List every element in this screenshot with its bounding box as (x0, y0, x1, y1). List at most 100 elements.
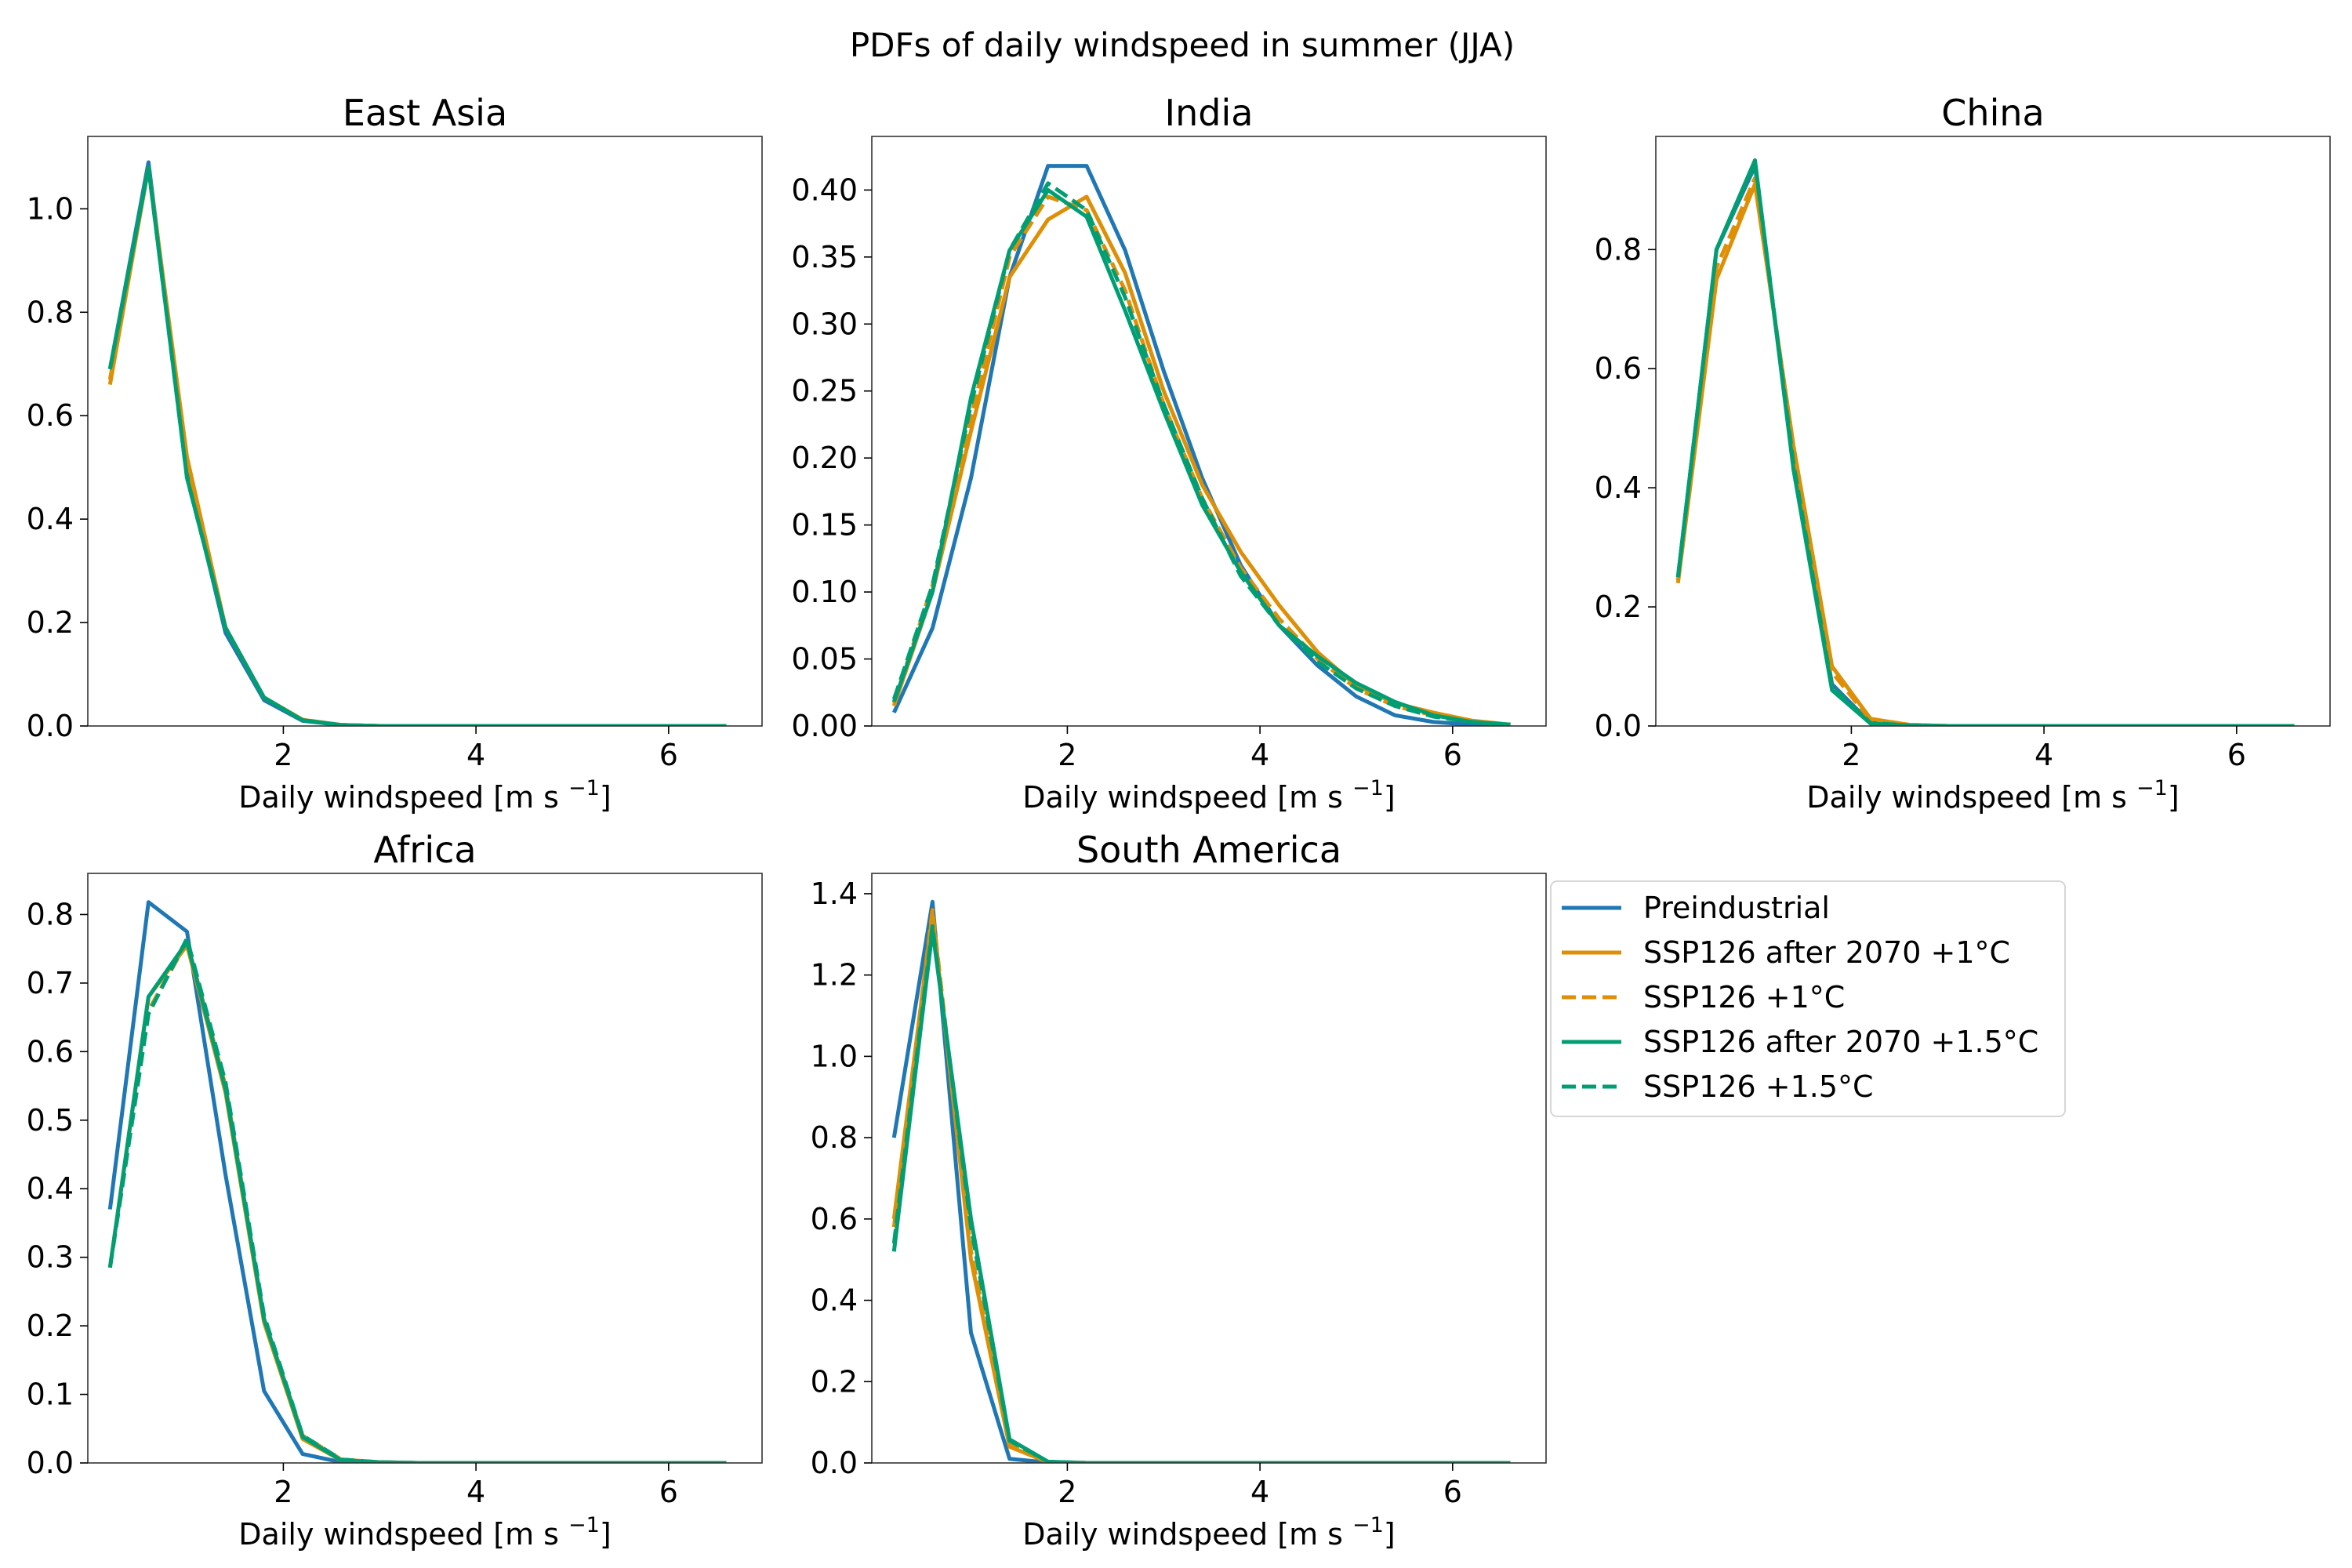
x-tick-label: 4 (466, 738, 485, 772)
y-tick-label: 1.0 (27, 191, 74, 226)
legend-entry: Preindustrial (1562, 891, 1830, 925)
y-tick-label: 0.7 (27, 966, 74, 1000)
series-line-ssp126-1-5-c (891, 181, 1511, 726)
y-tick-label: 0.15 (791, 508, 858, 543)
y-tick-label: 1.4 (811, 877, 858, 911)
y-tick-label: 0.8 (27, 897, 74, 931)
x-tick-label: 2 (1058, 738, 1076, 772)
y-tick-label: 0.25 (791, 374, 858, 408)
y-tick-label: 0.10 (791, 575, 858, 609)
series-group (107, 900, 727, 1463)
series-line-ssp126-1-5-c (107, 936, 727, 1463)
axes-frame (871, 873, 1547, 1464)
y-tick-label: 0.40 (791, 172, 858, 207)
panel-east-asia: East Asia 2 4 6 0.0 0.2 0.4 0.6 0.8 1.0 Daily wind… (27, 92, 763, 815)
x-tick-label: 2 (1058, 1475, 1076, 1509)
y-tick-label: 0.05 (791, 642, 858, 677)
legend-entry: SSP126 +1°C (1562, 980, 1845, 1014)
series-group (891, 899, 1511, 1463)
series-line-ssp126-after-2070-1-5-c (107, 939, 727, 1463)
legend-entry: SSP126 after 2070 +1°C (1562, 935, 2010, 970)
y-tick-label: 0.6 (1595, 351, 1642, 386)
x-tick-label: 4 (466, 1475, 485, 1509)
series-group (891, 164, 1511, 726)
legend-label: SSP126 +1.5°C (1643, 1069, 1874, 1104)
x-axis-label: Daily windspeed [m s −1] (1022, 1513, 1395, 1552)
y-tick-label: 0.4 (27, 1171, 74, 1206)
legend-label: Preindustrial (1643, 891, 1830, 925)
legend-entry: SSP126 +1.5°C (1562, 1069, 1874, 1104)
y-tick-label: 0.6 (811, 1202, 858, 1236)
series-line-preindustrial (107, 900, 727, 1463)
y-tick-label: 0.8 (1595, 232, 1642, 267)
y-tick-label: 0.35 (791, 240, 858, 274)
series-group (1675, 158, 2295, 726)
legend-label: SSP126 after 2070 +1.5°C (1643, 1025, 2038, 1059)
y-tick-label: 0.20 (791, 441, 858, 475)
y-tick-label: 0.6 (27, 1034, 74, 1069)
x-tick-label: 2 (1842, 738, 1860, 772)
x-tick-label: 6 (1443, 1475, 1462, 1509)
x-axis-label: Daily windspeed [m s −1] (238, 776, 611, 815)
y-tick-label: 0.5 (27, 1103, 74, 1138)
y-tick-label: 0.6 (27, 398, 74, 433)
panel-title: China (1941, 92, 2044, 134)
x-tick-label: 4 (2034, 738, 2053, 772)
series-line-preindustrial (891, 899, 1511, 1463)
legend-frame (1550, 880, 2066, 1117)
series-line-ssp126-1-5-c (891, 924, 1511, 1463)
y-tick-label: 1.0 (811, 1039, 858, 1073)
x-axis-label: Daily windspeed [m s −1] (1806, 776, 2179, 815)
y-tick-label: 1.2 (811, 958, 858, 993)
y-tick-label: 0.4 (811, 1283, 858, 1318)
x-tick-label: 4 (1250, 1475, 1269, 1509)
x-tick-label: 6 (2227, 738, 2246, 772)
axes-frame (871, 136, 1547, 727)
x-tick-label: 6 (659, 1475, 678, 1509)
series-line-preindustrial (892, 164, 1511, 726)
legend-label: SSP126 +1°C (1643, 980, 1845, 1014)
axes-frame (1655, 136, 2331, 727)
y-tick-label: 0.00 (791, 709, 858, 743)
y-tick-label: 0.2 (27, 1308, 74, 1343)
panel-china: China 2 4 6 0.0 0.2 0.4 0.6 0.8 Daily windspeed [… (1595, 92, 2331, 815)
y-tick-label: 0.2 (27, 605, 74, 640)
legend-label: SSP126 after 2070 +1°C (1643, 935, 2010, 970)
series-line-ssp126-1-5-c (107, 165, 727, 726)
y-tick-label: 0.2 (811, 1364, 858, 1399)
axes-frame (87, 873, 763, 1464)
panel-title: South America (1076, 829, 1341, 871)
x-tick-label: 6 (659, 738, 678, 772)
x-tick-label: 6 (1443, 738, 1462, 772)
y-tick-label: 0.3 (27, 1240, 74, 1275)
y-tick-label: 0.30 (791, 307, 858, 341)
y-tick-label: 0.1 (27, 1377, 74, 1412)
x-tick-label: 2 (274, 738, 292, 772)
y-tick-label: 0.4 (27, 502, 74, 536)
y-tick-label: 0.2 (1595, 590, 1642, 624)
x-tick-label: 4 (1250, 738, 1269, 772)
panels: East Asia 2 4 6 0.0 0.2 0.4 0.6 0.8 1.0 Daily wind… (27, 92, 2331, 1552)
panel-title: India (1165, 92, 1254, 134)
x-axis-label: Daily windspeed [m s −1] (1022, 776, 1395, 815)
x-tick-label: 2 (274, 1475, 292, 1509)
figure-title: PDFs of daily windspeed in summer (JJA) (850, 26, 1515, 64)
y-tick-label: 0.0 (1595, 709, 1642, 743)
panel-title: Africa (373, 829, 476, 871)
panel-india: India 2 4 6 0.00 0.05 0.10 0.15 0.20 0.25 0.30 0.35… (791, 92, 1547, 815)
series-group (107, 160, 727, 726)
x-axis-label: Daily windspeed [m s −1] (238, 1513, 611, 1552)
legend-entry: SSP126 after 2070 +1.5°C (1562, 1025, 2038, 1059)
panel-africa: Africa 2 4 6 0.0 0.1 0.2 0.3 0.4 0.5 0.6 0.7 0.8 Dail… (27, 829, 763, 1552)
series-line-ssp126-after-2070-1-5-c (1675, 158, 2295, 726)
axes-frame (87, 136, 763, 727)
y-tick-label: 0.0 (811, 1446, 858, 1480)
y-tick-label: 0.8 (27, 295, 74, 329)
y-tick-label: 0.0 (27, 1446, 74, 1480)
panel-title: East Asia (343, 92, 507, 134)
y-tick-label: 0.0 (27, 709, 74, 743)
y-tick-label: 0.8 (811, 1120, 858, 1155)
legend: Preindustrial SSP126 after 2070 +1°C SSP12… (1550, 880, 2066, 1117)
